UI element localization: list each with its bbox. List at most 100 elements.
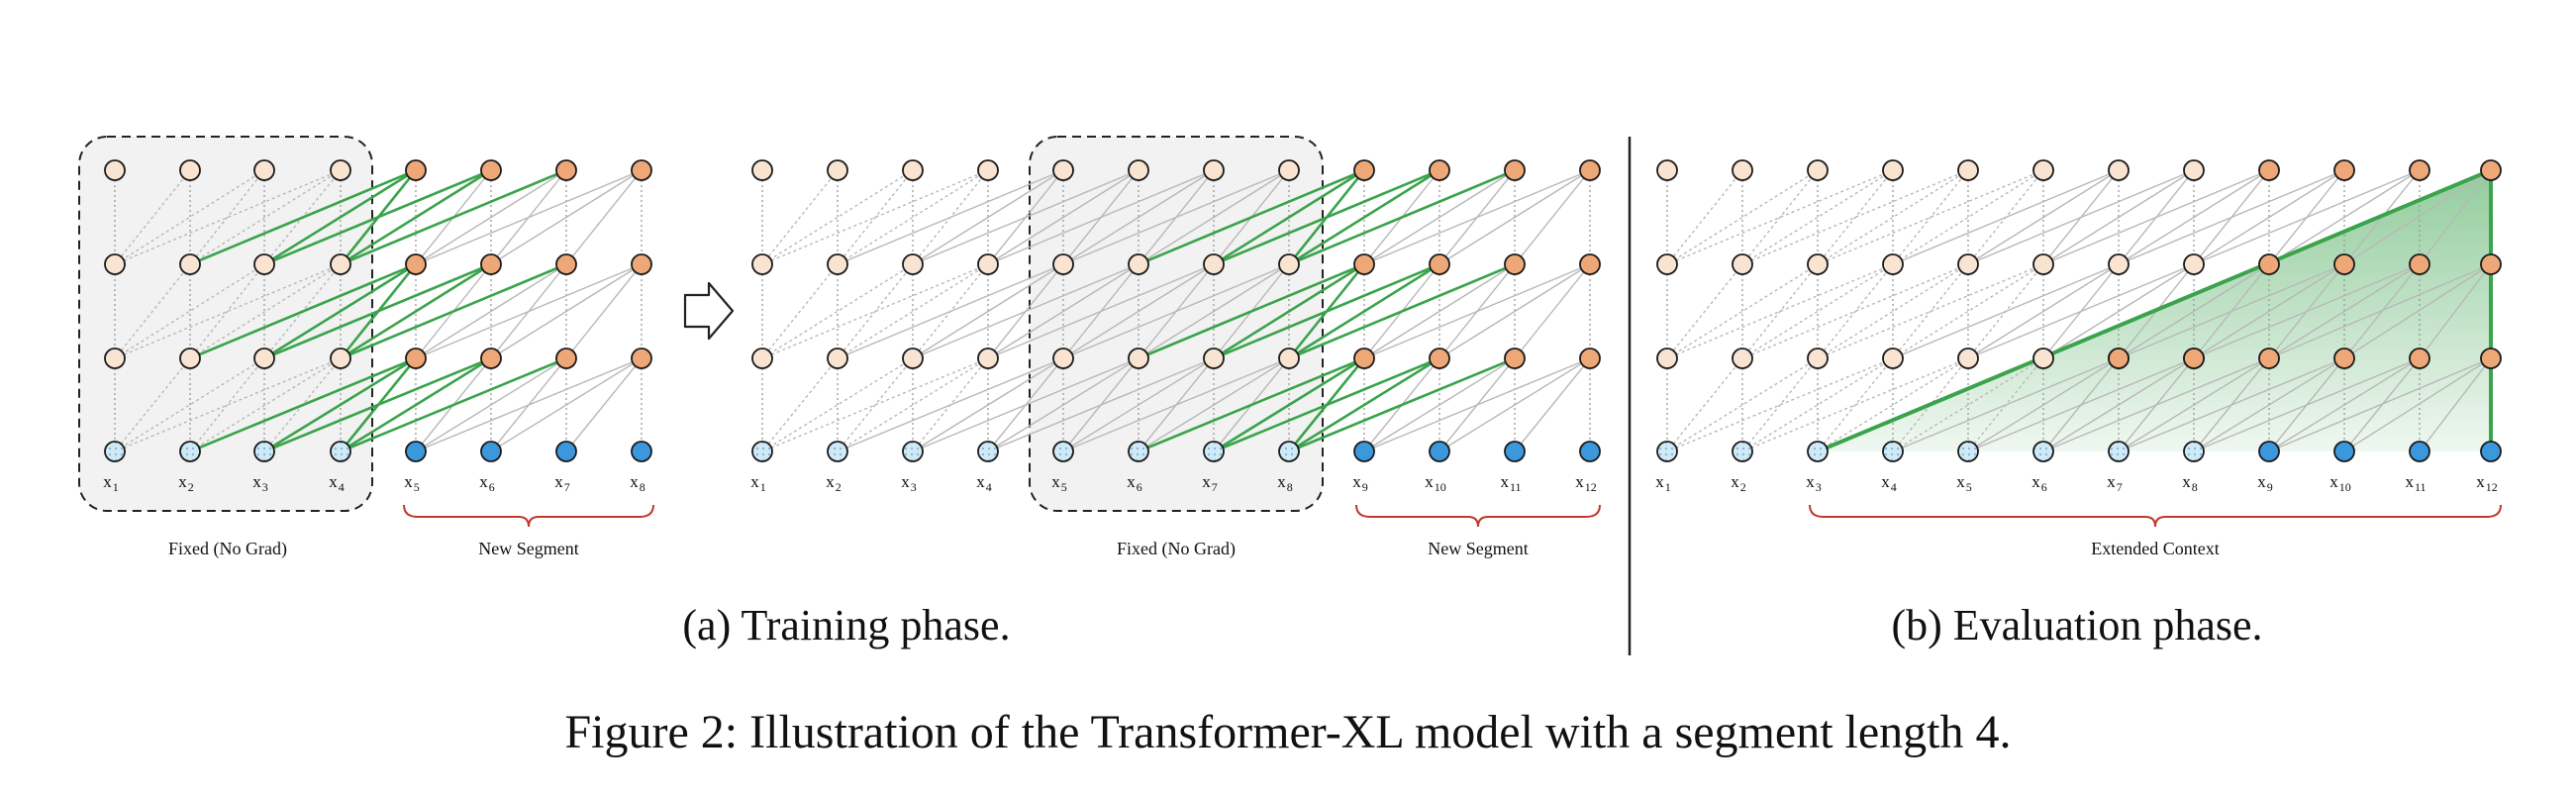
panel3-token-label: x11 bbox=[2405, 472, 2426, 494]
panel2-token-label: x10 bbox=[1425, 472, 1446, 494]
panel1-hidden-node bbox=[330, 159, 351, 181]
panel2-fixed-label: Fixed (No Grad) bbox=[1117, 539, 1236, 559]
panel3-grey-edge bbox=[2193, 169, 2345, 265]
panel2-token-subscript: 6 bbox=[1137, 480, 1142, 494]
panel2-hidden-node bbox=[1128, 253, 1149, 275]
panel1-input-node bbox=[631, 441, 652, 462]
panel2-grey-edge bbox=[912, 169, 1139, 265]
panel1-grey-edge bbox=[189, 169, 265, 265]
panel1-edges bbox=[114, 168, 643, 453]
panel2-hidden-node bbox=[827, 159, 848, 181]
panel2-grey-edge bbox=[837, 169, 914, 265]
panel2-hidden-node bbox=[902, 348, 924, 369]
panel3-token-subscript: 8 bbox=[2192, 480, 2198, 494]
panel2-hidden-node bbox=[1052, 348, 1074, 369]
panel3-hidden-node bbox=[1807, 348, 1829, 369]
panel1-hidden-node bbox=[555, 348, 577, 369]
panel1-green-edge bbox=[340, 262, 567, 360]
panel3-token-label: x1 bbox=[1655, 472, 1671, 494]
panel2-grey-edge bbox=[1062, 169, 1215, 265]
panel1-new-segment-brace bbox=[403, 504, 654, 528]
panel3-grey-edge bbox=[2118, 263, 2345, 359]
panel2-grey-edge bbox=[912, 263, 1064, 359]
panel2-token-subscript: 3 bbox=[911, 480, 917, 494]
panel2-green-edge bbox=[1213, 262, 1365, 360]
panel3-grey-edge bbox=[2268, 263, 2421, 359]
panel1-grey-edge bbox=[415, 169, 567, 265]
panel3-hidden-node bbox=[2183, 159, 2205, 181]
panel2-input-node bbox=[977, 441, 999, 462]
panel2-token-label: x3 bbox=[901, 472, 917, 494]
panel2-grey-edge bbox=[1514, 263, 1591, 359]
panel3-grey-edge bbox=[1892, 169, 2120, 265]
panel1-token-subscript: 4 bbox=[339, 480, 345, 494]
panel1-token-subscript: 3 bbox=[262, 480, 268, 494]
panel3-hidden-node bbox=[1957, 159, 1979, 181]
panel3-context-node bbox=[2183, 348, 2205, 369]
panel2-input-node bbox=[1504, 441, 1526, 462]
panel3-extended-context-brace bbox=[1809, 504, 2502, 528]
panel2-grey-edge bbox=[761, 263, 989, 359]
panel1-grey-edge bbox=[565, 169, 643, 265]
panel2-green-edge bbox=[1213, 168, 1365, 266]
panel3-grey-edge bbox=[1817, 263, 1894, 359]
panel2-grey-edge bbox=[912, 169, 1064, 265]
panel2-grey-edge bbox=[1438, 263, 1591, 359]
panel2-hidden-node bbox=[1353, 253, 1375, 275]
panel3-token-label: x5 bbox=[1956, 472, 1972, 494]
panel2-grey-edge bbox=[1363, 263, 1516, 359]
panel2-hidden-node bbox=[902, 253, 924, 275]
panel1-hidden-node bbox=[405, 348, 427, 369]
panel3-grey-edge bbox=[2042, 169, 2195, 265]
panel3-input-node bbox=[1656, 441, 1678, 462]
panel2-grey-edge bbox=[1363, 357, 1591, 452]
panel3-token-subscript: 7 bbox=[2117, 480, 2123, 494]
panel2-fixed-box bbox=[1029, 136, 1324, 512]
panel2-input-node bbox=[1128, 441, 1149, 462]
panel1-green-edge bbox=[189, 168, 417, 266]
panel3-grey-edge bbox=[2193, 169, 2421, 265]
panel2-green-edge bbox=[1138, 356, 1365, 453]
panel1-green-edge bbox=[263, 168, 417, 266]
panel3-grey-edge bbox=[2268, 263, 2492, 359]
panel2-hidden-node bbox=[1278, 253, 1300, 275]
panel3-grey-edge bbox=[1892, 169, 1969, 265]
panel2-token-subscript: 7 bbox=[1212, 480, 1218, 494]
panel3-grey-edge bbox=[1967, 357, 2120, 452]
panel2-hidden-node bbox=[977, 348, 999, 369]
panel3-hidden-node bbox=[2480, 253, 2502, 275]
panel2-token-label: x9 bbox=[1352, 472, 1368, 494]
panel1-grey-edge bbox=[415, 357, 643, 452]
panel1-hidden-node bbox=[405, 253, 427, 275]
panel2-token-subscript: 2 bbox=[836, 480, 842, 494]
panel2-token-label: x4 bbox=[976, 472, 992, 494]
panel2-grey-edge bbox=[837, 263, 914, 359]
panel2-grey-edge bbox=[1062, 357, 1215, 452]
panel3-grey-edge bbox=[2343, 169, 2492, 265]
panel1-grey-edge bbox=[114, 357, 191, 452]
panel1-hidden-node bbox=[104, 348, 126, 369]
panel3-input-node bbox=[1807, 441, 1829, 462]
panel2-token-subscript: 11 bbox=[1510, 480, 1522, 494]
panel2-green-edge bbox=[1288, 262, 1516, 360]
panel3-hidden-node bbox=[2032, 253, 2054, 275]
panel3-grey-edge bbox=[2042, 263, 2195, 359]
panel3-hidden-node bbox=[2108, 253, 2130, 275]
panel1-green-edge bbox=[263, 356, 492, 453]
panel3-hidden-node bbox=[1882, 253, 1904, 275]
panel3-hidden-node bbox=[1807, 159, 1829, 181]
panel3-hidden-node bbox=[2032, 348, 2054, 369]
panel1-grey-edge bbox=[114, 357, 342, 452]
panel3-input-node bbox=[2409, 441, 2430, 462]
panel2-grey-edge bbox=[1363, 263, 1591, 359]
panel2-hidden-node bbox=[902, 159, 924, 181]
panel2-green-edge bbox=[1138, 262, 1365, 360]
panel1-green-edge bbox=[263, 168, 492, 266]
panel2-grey-edge bbox=[1363, 169, 1516, 265]
panel3-hidden-node bbox=[1656, 253, 1678, 275]
panel3-hidden-node bbox=[2480, 348, 2502, 369]
panel2-grey-edge bbox=[837, 263, 1064, 359]
panel1-hidden-node bbox=[480, 348, 502, 369]
panel3-grey-edge bbox=[1741, 263, 1819, 359]
panel1-grey-edge bbox=[490, 169, 643, 265]
